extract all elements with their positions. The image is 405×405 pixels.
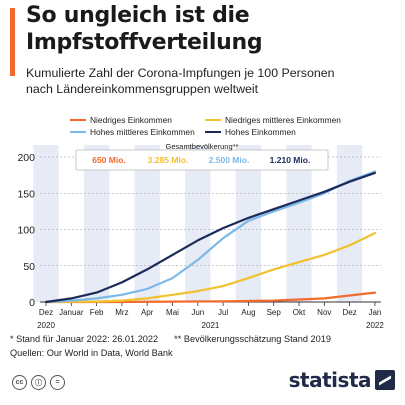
x-tick-label: Nov [317, 308, 331, 317]
population-high: 1.210 Mio. [270, 155, 311, 165]
footnote-date: * Stand für Januar 2022: 26.01.2022 [10, 334, 159, 344]
y-tick-label: 200 [17, 152, 35, 164]
footer: * Stand für Januar 2022: 26.01.2022 ** B… [10, 333, 400, 360]
year-label: 2022 [366, 321, 384, 330]
legend-item-lower-middle: Niedriges mittleres Einkommen [205, 115, 341, 125]
logo-text: statista [288, 368, 372, 392]
x-tick-label: Aug [241, 308, 255, 317]
cc-icon[interactable]: cc [12, 375, 27, 390]
year-label: 2021 [202, 321, 220, 330]
x-tick-label: Apr [141, 308, 154, 317]
footnote-population: ** Bevölkerungsschätzung Stand 2019 [174, 334, 331, 344]
x-tick-label: Feb [90, 308, 104, 317]
series-line-1 [44, 232, 376, 304]
x-tick-label: Dez [342, 308, 356, 317]
population-box: Gesamtbevölkerung** 650 Mio. 3.285 Mio. … [75, 142, 329, 171]
title-line-1: So ungleich ist die [26, 3, 250, 28]
y-tick-label: 150 [17, 188, 35, 200]
equals-icon[interactable]: = [50, 375, 65, 390]
legend-swatch-upper-middle [70, 131, 86, 133]
series-line-0 [44, 291, 376, 304]
legend-label-lower-middle: Niedriges mittleres Einkommen [225, 115, 341, 125]
population-upper-middle: 2.500 Mio. [209, 155, 250, 165]
x-tick-label: Okt [293, 308, 306, 317]
x-axis-ticks: Dez Januar Feb Mrz Apr Mai Jun Jul Aug Sep Okt Nov D… [39, 302, 381, 317]
chart-title: So ungleich ist die Impfstoffverteilung [26, 2, 396, 56]
legend-item-low: Niedriges Einkommen [70, 115, 172, 125]
series-lines [44, 170, 376, 304]
y-tick-label: 0 [29, 297, 35, 309]
legend-label-high: Hohes Einkommen [225, 127, 296, 137]
legend-item-upper-middle: Hohes mittleres Einkommen [70, 127, 195, 137]
license-icons: cc ⓘ = [12, 375, 65, 390]
series-line-2 [44, 170, 376, 304]
subtitle-line-2: nach Ländereinkommensgruppen weltweit [26, 82, 259, 96]
sources: Quellen: Our World in Data, World Bank [10, 348, 173, 358]
year-labels: 2020 2021 2022 [37, 321, 384, 330]
month-bands [33, 145, 363, 302]
month-band [336, 145, 363, 302]
population-lower-middle: 3.285 Mio. [148, 155, 189, 165]
y-axis-ticks: 0 50 100 150 200 [17, 152, 35, 309]
legend-item-high: Hohes Einkommen [205, 127, 296, 137]
month-band [286, 145, 312, 302]
month-band [134, 145, 160, 302]
x-tick-label: Sep [267, 308, 282, 317]
month-band [33, 145, 59, 302]
legend-swatch-low [70, 119, 86, 121]
logo-mark-icon [375, 370, 395, 390]
population-box-heading: Gesamtbevölkerung** [166, 142, 239, 151]
x-tick-label: Januar [59, 308, 84, 317]
year-label: 2020 [37, 321, 55, 330]
x-tick-label: Mai [166, 308, 179, 317]
month-band [185, 145, 211, 302]
month-band [83, 145, 110, 302]
subtitle-line-1: Kumulierte Zahl der Corona-Impfungen je … [26, 66, 335, 80]
population-low: 650 Mio. [92, 155, 126, 165]
x-tick-label: Jul [218, 308, 228, 317]
x-tick-label: Mrz [115, 308, 128, 317]
chart-subtitle: Kumulierte Zahl der Corona-Impfungen je … [26, 65, 401, 97]
y-tick-label: 50 [23, 261, 35, 273]
population-box-frame [75, 149, 329, 171]
x-tick-label: Jun [191, 308, 204, 317]
x-tick-label: Dez [39, 308, 53, 317]
legend-swatch-lower-middle [205, 119, 221, 121]
series-line-3 [44, 171, 376, 304]
legend-swatch-high [205, 131, 221, 133]
y-tick-label: 100 [17, 225, 35, 237]
statista-logo[interactable]: statista [289, 368, 395, 392]
title-line-2: Impfstoffverteilung [26, 30, 263, 55]
accent-bar [10, 8, 15, 76]
legend-label-low: Niedriges Einkommen [90, 115, 172, 125]
legend-label-upper-middle: Hohes mittleres Einkommen [90, 127, 195, 137]
x-tick-label: Jan [368, 308, 381, 317]
by-icon[interactable]: ⓘ [31, 375, 46, 390]
